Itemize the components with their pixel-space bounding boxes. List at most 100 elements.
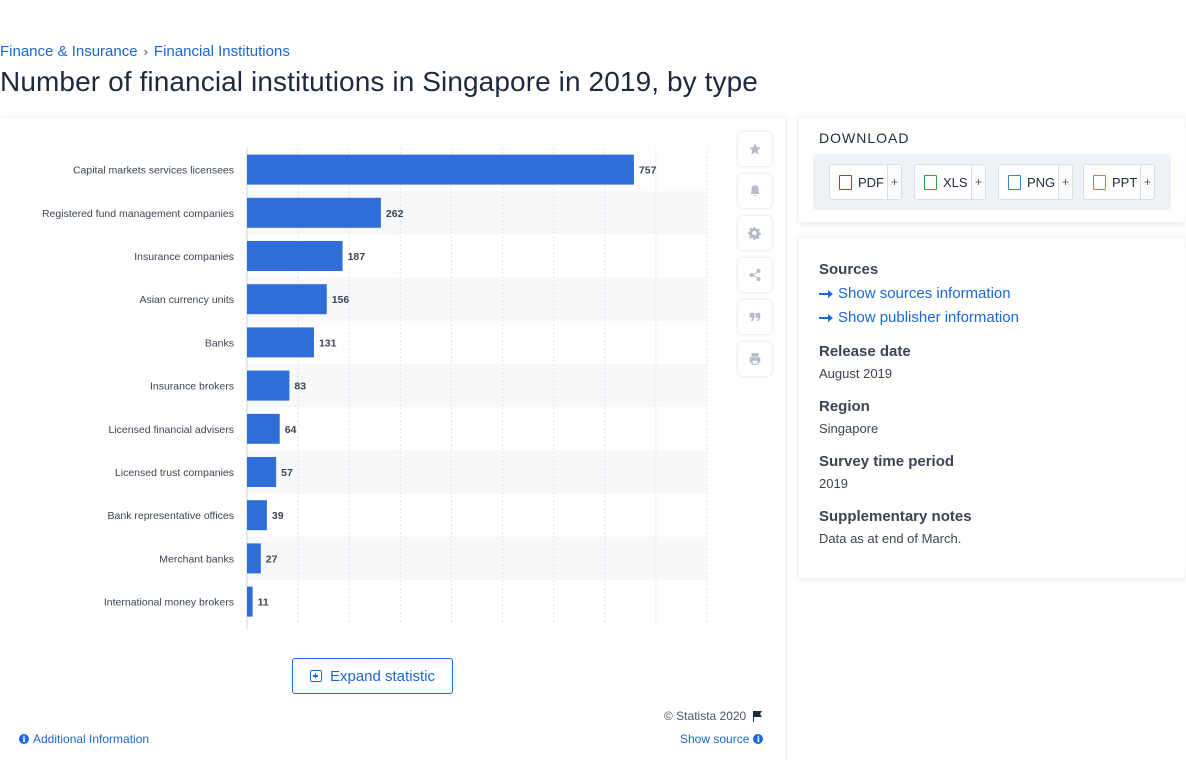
sources-heading: Sources (819, 261, 879, 278)
breadcrumb-finance-insurance[interactable]: Finance & Insurance (0, 43, 138, 60)
bar (247, 327, 314, 358)
data-label: 83 (294, 381, 306, 393)
download-xls-label: XLS (943, 174, 968, 190)
category-label: Capital markets services licensees (73, 165, 234, 177)
show-publisher-link[interactable]: Show publisher information (819, 309, 1019, 326)
page-title: Number of financial institutions in Sing… (0, 66, 758, 97)
category-label: Insurance brokers (150, 381, 234, 393)
category-label: International money brokers (104, 597, 234, 609)
chart-card: Capital markets services licensees 757 Reg… (0, 118, 785, 760)
favorite-button[interactable] (738, 132, 772, 166)
bar (247, 197, 381, 228)
bar (247, 457, 277, 487)
row-band (247, 536, 707, 580)
bar (247, 413, 280, 444)
bar (247, 500, 267, 531)
category-label: Licensed financial advisers (109, 424, 235, 436)
bar (247, 241, 343, 271)
data-label: 757 (639, 165, 657, 177)
print-button[interactable] (738, 342, 772, 376)
copyright-text: © Statista 2020 (664, 709, 747, 723)
data-label: 11 (258, 597, 269, 609)
expand-statistic-button[interactable]: Expand statistic (292, 658, 453, 694)
bar (247, 154, 634, 185)
download-bar: PDF + XLS + PNG + PPT + (813, 154, 1171, 210)
arrow-right-icon (819, 289, 833, 298)
data-label: 156 (332, 294, 350, 306)
category-label: Bank representative offices (108, 510, 234, 522)
show-source-label: Show source (680, 732, 750, 746)
xls-add-button[interactable]: + (971, 165, 985, 199)
bar (247, 370, 290, 401)
share-icon (749, 268, 761, 282)
category-label: Merchant banks (159, 553, 234, 565)
download-ppt-button[interactable]: PPT + (1083, 164, 1155, 200)
data-label: 27 (266, 553, 278, 565)
statistic-details-card: Sources Show sources information Show pu… (799, 238, 1185, 578)
bar (247, 284, 327, 315)
flag-icon[interactable] (752, 710, 764, 722)
supplementary-notes-heading: Supplementary notes (819, 508, 972, 525)
release-date-value: August 2019 (819, 366, 893, 381)
png-file-icon (1008, 174, 1021, 190)
gear-icon (748, 227, 761, 240)
breadcrumb-separator: › (143, 44, 148, 59)
show-publisher-label: Show publisher information (838, 309, 1019, 326)
quote-icon (749, 312, 761, 322)
data-label: 57 (281, 467, 293, 479)
survey-period-value: 2019 (819, 476, 848, 491)
data-label: 131 (319, 337, 337, 349)
expand-icon (309, 670, 322, 682)
bell-icon (750, 185, 760, 197)
download-png-button[interactable]: PNG + (998, 164, 1073, 200)
print-icon (749, 353, 761, 365)
share-button[interactable] (738, 258, 772, 292)
star-icon (749, 143, 761, 155)
download-pdf-label: PDF (858, 174, 884, 190)
additional-information-link[interactable]: i Additional Information (19, 732, 149, 746)
download-png-label: PNG (1027, 174, 1056, 190)
pdf-add-button[interactable]: + (887, 165, 901, 199)
data-label: 187 (348, 251, 366, 263)
data-label: 64 (285, 424, 297, 436)
download-ppt-label: PPT (1112, 174, 1138, 190)
region-value: Singapore (819, 421, 879, 436)
download-title: DOWNLOAD (819, 130, 910, 146)
breadcrumb: Finance & Insurance › Financial Institut… (0, 43, 290, 60)
category-label: Licensed trust companies (115, 467, 234, 479)
chart-toolbar (738, 132, 772, 384)
region-heading: Region (819, 398, 870, 415)
bar-chart: Capital markets services licensees 757 Reg… (42, 148, 708, 630)
category-label: Registered fund management companies (42, 208, 234, 220)
pdf-file-icon (839, 174, 852, 190)
expand-statistic-label: Expand statistic (329, 667, 436, 685)
show-sources-label: Show sources information (838, 285, 1011, 302)
download-pdf-button[interactable]: PDF + (829, 164, 902, 200)
show-sources-link[interactable]: Show sources information (819, 285, 1011, 302)
png-add-button[interactable]: + (1058, 165, 1072, 199)
download-xls-button[interactable]: XLS + (914, 164, 986, 200)
ppt-add-button[interactable]: + (1140, 165, 1154, 199)
show-source-link[interactable]: Show source i (680, 732, 764, 746)
ppt-file-icon (1093, 174, 1106, 190)
xls-file-icon (924, 174, 937, 190)
supplementary-notes-value: Data as at end of March. (819, 531, 962, 546)
info-icon: i (19, 734, 29, 744)
category-label: Asian currency units (139, 294, 234, 306)
breadcrumb-financial-institutions[interactable]: Financial Institutions (153, 43, 290, 60)
data-label: 39 (272, 510, 284, 522)
data-label: 262 (386, 208, 404, 220)
release-date-heading: Release date (819, 343, 911, 360)
copyright: © Statista 2020 (664, 709, 764, 723)
category-label: Banks (205, 337, 234, 349)
additional-information-label: Additional Information (33, 732, 150, 746)
info-icon: i (753, 734, 764, 744)
download-card: DOWNLOAD PDF + XLS + PNG + PPT + (799, 118, 1185, 222)
arrow-right-icon (819, 313, 833, 322)
notification-button[interactable] (738, 174, 772, 208)
bar (247, 586, 253, 617)
survey-period-heading: Survey time period (819, 453, 955, 470)
cite-button[interactable] (738, 300, 772, 334)
settings-button[interactable] (738, 216, 772, 250)
row-band (247, 364, 707, 408)
